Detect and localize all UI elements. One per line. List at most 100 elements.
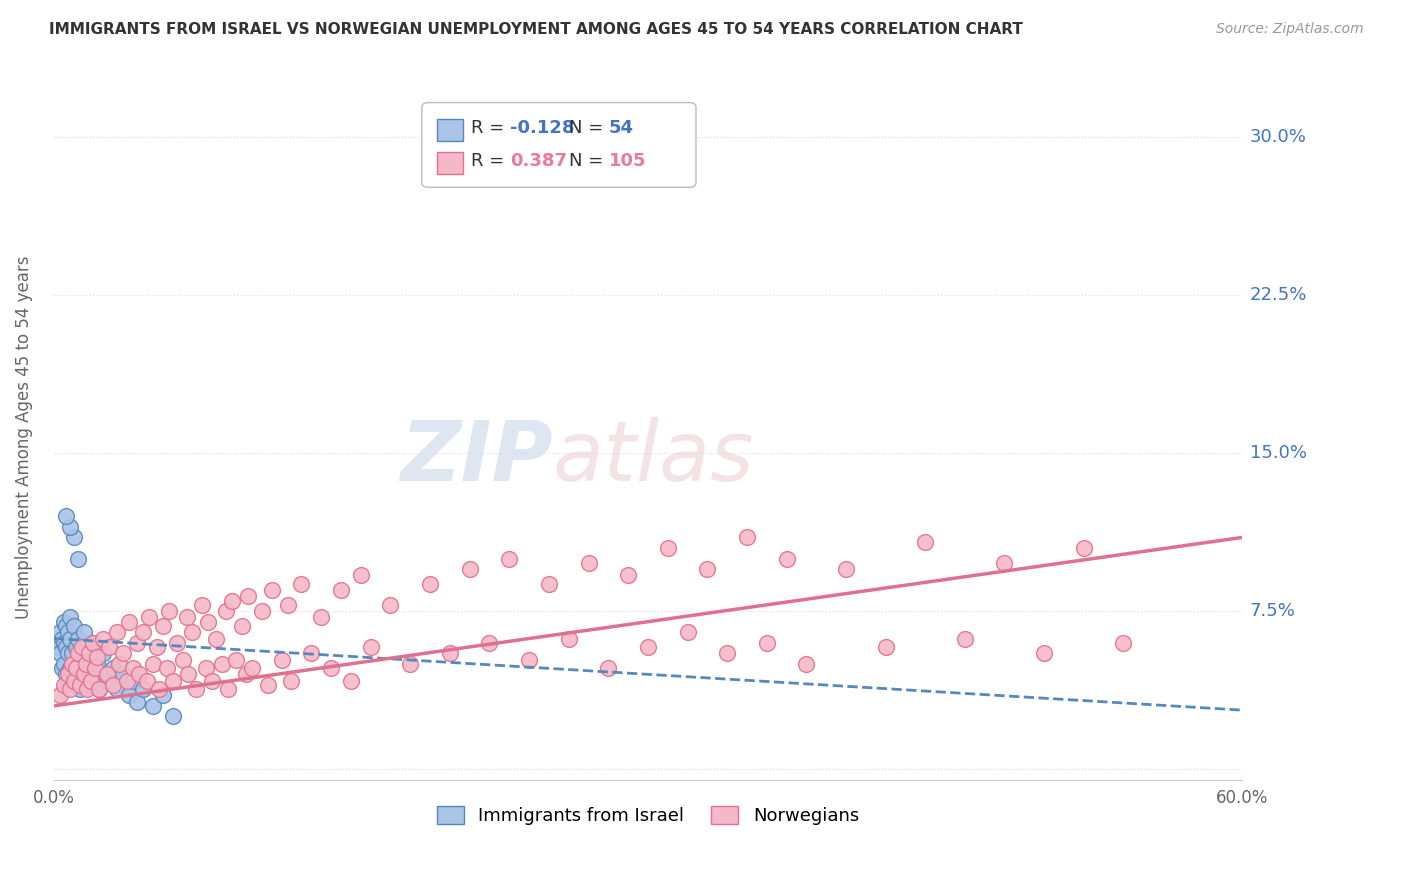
Point — [125, 636, 148, 650]
Point — [157, 604, 180, 618]
Point — [250, 604, 273, 618]
Point — [103, 661, 125, 675]
Point — [439, 646, 461, 660]
Point — [676, 625, 699, 640]
Point — [66, 632, 89, 646]
Point — [56, 625, 79, 640]
Point — [49, 689, 72, 703]
Point — [70, 640, 93, 654]
Point — [419, 576, 441, 591]
Point — [80, 673, 103, 688]
Text: R =: R = — [471, 120, 505, 137]
Point — [69, 646, 91, 660]
Point — [201, 673, 224, 688]
Point — [309, 610, 332, 624]
Point — [91, 632, 114, 646]
Point — [105, 681, 128, 696]
Point — [56, 667, 79, 681]
Point — [221, 593, 243, 607]
Point — [118, 615, 141, 629]
Point — [55, 640, 77, 654]
Point — [211, 657, 233, 671]
Point — [46, 640, 69, 654]
Point — [52, 657, 75, 671]
Point — [181, 625, 204, 640]
Point — [716, 646, 738, 660]
Point — [84, 667, 107, 681]
Point — [62, 531, 84, 545]
Point — [172, 652, 194, 666]
Point — [330, 583, 353, 598]
Point — [195, 661, 218, 675]
Point — [60, 673, 83, 688]
Point — [191, 598, 214, 612]
Point — [276, 598, 298, 612]
Point — [380, 598, 402, 612]
Point — [132, 681, 155, 696]
Point — [75, 657, 97, 671]
Point — [399, 657, 422, 671]
Point — [166, 636, 188, 650]
Point — [162, 709, 184, 723]
Text: N =: N = — [569, 120, 603, 137]
Point — [75, 640, 97, 654]
Text: IMMIGRANTS FROM ISRAEL VS NORWEGIAN UNEMPLOYMENT AMONG AGES 45 TO 54 YEARS CORRE: IMMIGRANTS FROM ISRAEL VS NORWEGIAN UNEM… — [49, 22, 1024, 37]
Point — [55, 509, 77, 524]
Point — [72, 625, 94, 640]
Point — [217, 681, 239, 696]
Point — [66, 551, 89, 566]
Y-axis label: Unemployment Among Ages 45 to 54 years: Unemployment Among Ages 45 to 54 years — [15, 256, 32, 619]
Point — [89, 681, 111, 696]
Point — [240, 661, 263, 675]
Text: 105: 105 — [609, 152, 647, 169]
Point — [290, 576, 312, 591]
Point — [177, 667, 200, 681]
Point — [96, 667, 118, 681]
Point — [260, 583, 283, 598]
Point — [875, 640, 897, 654]
Point — [498, 551, 520, 566]
Point — [66, 646, 89, 660]
Point — [755, 636, 778, 650]
Point — [598, 661, 620, 675]
Point — [340, 673, 363, 688]
Point — [350, 568, 373, 582]
Text: 7.5%: 7.5% — [1250, 602, 1296, 620]
Point — [637, 640, 659, 654]
Point — [118, 689, 141, 703]
Point — [138, 610, 160, 624]
Point — [69, 678, 91, 692]
Point — [65, 678, 87, 692]
Text: 22.5%: 22.5% — [1250, 286, 1308, 304]
Point — [231, 619, 253, 633]
Point — [51, 661, 73, 675]
Point — [79, 646, 101, 660]
Point — [132, 625, 155, 640]
Point — [56, 673, 79, 688]
Point — [86, 657, 108, 671]
Point — [65, 640, 87, 654]
Point — [62, 673, 84, 688]
Point — [59, 681, 82, 696]
Point — [59, 520, 82, 534]
Point — [360, 640, 382, 654]
Point — [103, 678, 125, 692]
Point — [299, 646, 322, 660]
Point — [152, 689, 174, 703]
Point — [55, 667, 77, 681]
Text: Source: ZipAtlas.com: Source: ZipAtlas.com — [1216, 22, 1364, 37]
Text: 0.387: 0.387 — [510, 152, 568, 169]
Point — [696, 562, 718, 576]
Legend: Immigrants from Israel, Norwegians: Immigrants from Israel, Norwegians — [429, 798, 866, 832]
Point — [146, 640, 169, 654]
Point — [256, 678, 278, 692]
Point — [235, 667, 257, 681]
Point — [162, 673, 184, 688]
Point — [72, 673, 94, 688]
Point — [1112, 636, 1135, 650]
Point — [62, 619, 84, 633]
Point — [197, 615, 219, 629]
Point — [96, 673, 118, 688]
Point — [108, 657, 131, 671]
Point — [657, 541, 679, 555]
